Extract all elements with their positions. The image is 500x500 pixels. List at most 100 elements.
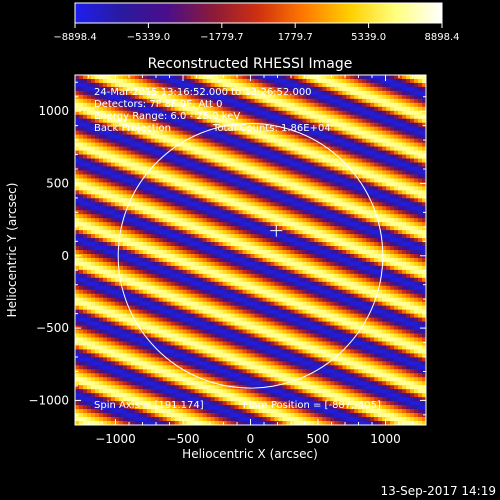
heatmap-cell — [170, 166, 176, 172]
heatmap-cell — [326, 162, 331, 168]
heatmap-cell — [230, 94, 236, 100]
heatmap-cell — [282, 285, 287, 291]
heatmap-cell — [218, 222, 224, 227]
heatmap-cell — [274, 82, 280, 88]
heatmap-cell — [298, 253, 303, 259]
heatmap-cell — [310, 142, 315, 148]
heatmap-cell — [118, 206, 124, 211]
heatmap-cell — [75, 150, 80, 156]
heatmap-cell — [138, 110, 144, 116]
heatmap-cell — [178, 246, 184, 251]
heatmap-cell — [210, 194, 216, 199]
heatmap-cell — [318, 138, 323, 144]
heatmap-cell — [222, 285, 228, 291]
heatmap-cell — [274, 253, 280, 259]
heatmap-cell — [406, 261, 411, 267]
heatmap-cell — [130, 265, 136, 271]
heatmap-cell — [302, 174, 307, 180]
heatmap-cell — [118, 138, 124, 144]
heatmap-cell — [286, 122, 291, 128]
heatmap-cell — [114, 273, 120, 279]
heatmap-cell — [75, 106, 80, 112]
heatmap-cell — [262, 194, 268, 199]
heatmap-cell — [122, 226, 128, 231]
heatmap-cell — [162, 90, 168, 96]
heatmap-cell — [90, 114, 96, 120]
heatmap-cell — [134, 174, 140, 180]
heatmap-cell — [178, 210, 184, 215]
heatmap-cell — [422, 222, 426, 227]
heatmap-cell — [238, 138, 244, 144]
heatmap-cell — [398, 106, 403, 112]
heatmap-cell — [210, 146, 216, 152]
heatmap-cell — [366, 293, 371, 299]
heatmap-cell — [422, 269, 426, 275]
heatmap-cell — [406, 154, 411, 160]
heatmap-cell — [198, 102, 204, 108]
heatmap-cell — [258, 106, 264, 112]
heatmap-cell — [110, 226, 116, 231]
heatmap-cell — [122, 146, 128, 152]
heatmap-cell — [230, 222, 236, 227]
heatmap-cell — [342, 273, 347, 279]
heatmap-cell — [270, 102, 276, 108]
heatmap-cell — [142, 174, 148, 180]
heatmap-cell — [282, 222, 287, 227]
heatmap-cell — [322, 246, 327, 251]
heatmap-cell — [334, 289, 339, 295]
heatmap-cell — [198, 218, 204, 223]
heatmap-cell — [302, 226, 307, 231]
heatmap-cell — [102, 190, 108, 195]
heatmap-cell — [338, 146, 343, 152]
heatmap-cell — [134, 158, 140, 164]
heatmap-cell — [266, 174, 272, 180]
heatmap-cell — [310, 98, 315, 104]
heatmap-cell — [206, 186, 212, 191]
heatmap-cell — [214, 226, 220, 231]
heatmap-cell — [234, 130, 240, 136]
heatmap-cell — [350, 82, 355, 88]
heatmap-cell — [402, 86, 407, 92]
heatmap-cell — [198, 297, 204, 303]
heatmap-cell — [386, 82, 391, 88]
heatmap-cell — [278, 126, 284, 132]
heatmap-cell — [266, 273, 272, 279]
heatmap-cell — [202, 293, 208, 299]
heatmap-cell — [330, 261, 335, 267]
heatmap-cell — [182, 202, 188, 207]
heatmap-cell — [126, 146, 132, 152]
heatmap-cell — [322, 174, 327, 180]
heatmap-cell — [298, 98, 303, 104]
heatmap-cell — [226, 202, 232, 207]
heatmap-cell — [290, 174, 295, 180]
heatmap-cell — [390, 182, 395, 187]
heatmap-cell — [318, 226, 323, 231]
heatmap-cell — [142, 98, 148, 104]
heatmap-cell — [286, 130, 291, 136]
heatmap-cell — [270, 226, 276, 231]
heatmap-cell — [114, 277, 120, 283]
heatmap-cell — [134, 261, 140, 267]
heatmap-cell — [326, 110, 331, 116]
heatmap-cell — [362, 86, 367, 92]
heatmap-cell — [382, 134, 387, 140]
heatmap-cell — [298, 146, 303, 152]
heatmap-cell — [374, 178, 379, 183]
heatmap-cell — [158, 170, 164, 176]
heatmap-cell — [310, 134, 315, 140]
heatmap-cell — [258, 126, 264, 132]
heatmap-cell — [298, 86, 303, 92]
heatmap-cell — [262, 190, 268, 195]
heatmap-cell — [374, 269, 379, 275]
heatmap-cell — [214, 110, 220, 116]
heatmap-cell — [366, 265, 371, 271]
heatmap-cell — [106, 234, 112, 239]
heatmap-cell — [398, 289, 403, 295]
heatmap-cell — [118, 134, 124, 140]
heatmap-cell — [194, 214, 200, 219]
heatmap-cell — [414, 130, 419, 136]
heatmap-cell — [398, 142, 403, 148]
chart-title: Reconstructed RHESSI Image — [148, 56, 353, 72]
heatmap-cell — [370, 277, 375, 283]
heatmap-cell — [262, 178, 268, 183]
